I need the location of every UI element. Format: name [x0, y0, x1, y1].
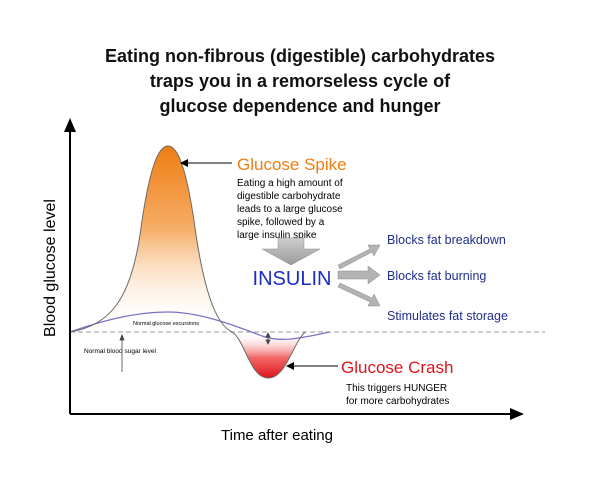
- down-block-arrow-icon: [261, 237, 321, 266]
- insulin-label: INSULIN: [253, 268, 332, 290]
- crash-description: This triggers HUNGER for more carbohydra…: [346, 383, 450, 407]
- pointer-arrow-icon: [180, 159, 232, 167]
- axis-arrow-icon: [64, 118, 524, 420]
- glucose-crash-area: [232, 332, 305, 378]
- crash-pointer-arrow-icon: [286, 362, 338, 370]
- x-axis-label: Time after eating: [221, 427, 333, 444]
- effect-2: Blocks fat burning: [387, 269, 486, 283]
- title-line-3: glucose dependence and hunger: [159, 96, 441, 116]
- normal-level-label: Normal blood sugar level: [84, 348, 156, 355]
- effect-1: Blocks fat breakdown: [387, 233, 506, 247]
- normal-excursions-label: Normal glucose excursions: [133, 321, 199, 327]
- glucose-curve: [69, 145, 306, 379]
- diagram-title: Eating non-fibrous (digestible) carbohyd…: [0, 44, 600, 119]
- crash-title: Glucose Crash: [341, 358, 453, 377]
- title-line-2: traps you in a remorseless cycle of: [149, 71, 451, 91]
- y-axis-label: Blood glucose level: [42, 199, 59, 337]
- glucose-spike-area: [70, 146, 232, 332]
- title-line-1: Eating non-fibrous (digestible) carbohyd…: [104, 46, 496, 66]
- spike-description: Eating a high amount of digestible carbo…: [237, 178, 345, 241]
- effect-arrow-icon: [337, 244, 381, 307]
- spike-title: Glucose Spike: [237, 155, 347, 174]
- normal-excursion-curve: [69, 311, 331, 341]
- effect-3: Stimulates fat storage: [387, 309, 508, 323]
- level-marker-icon: [119, 332, 271, 372]
